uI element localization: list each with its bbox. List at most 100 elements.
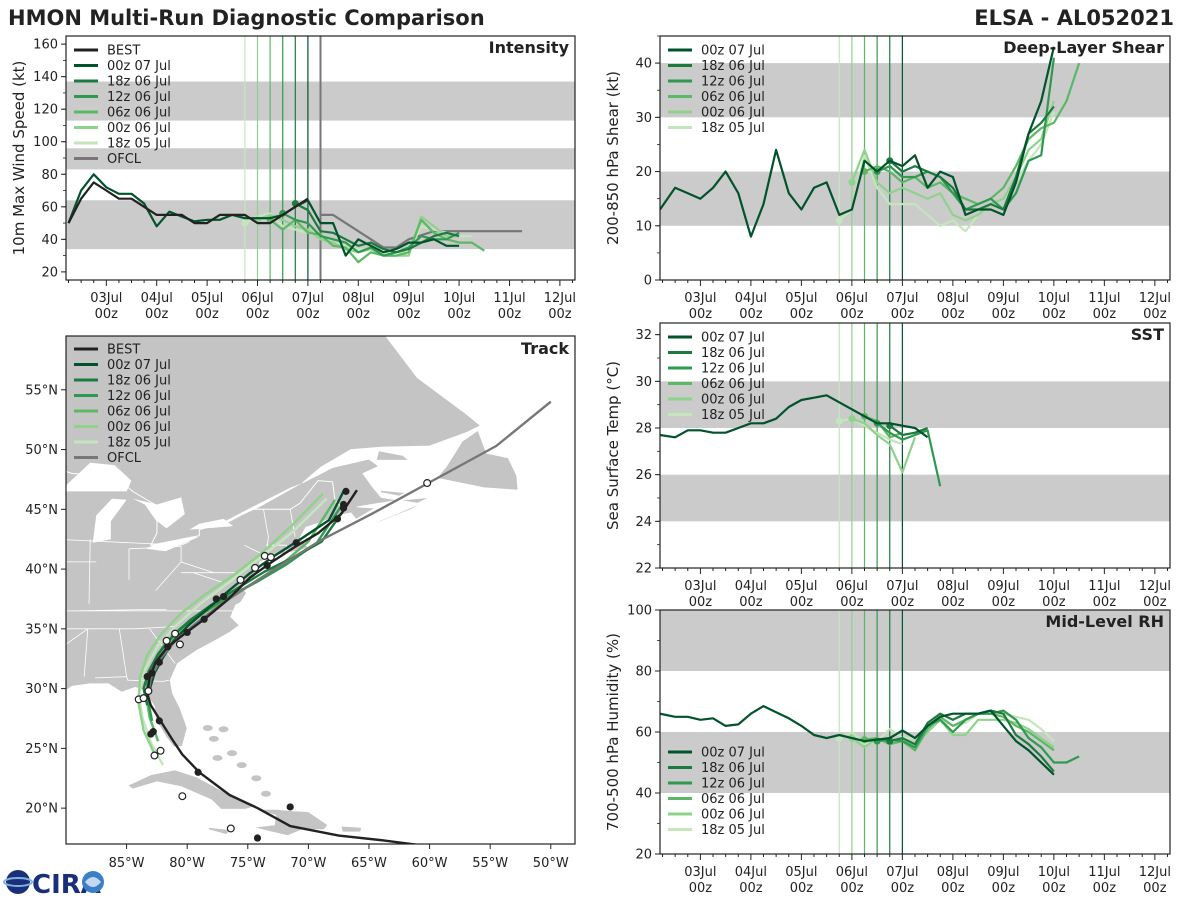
track-series-group: [134, 400, 552, 844]
sst-xtick-hour: 00z: [689, 595, 713, 610]
best-track-marker: [183, 628, 191, 637]
shear-series-06z-06-jul: [864, 62, 1081, 206]
shear-legend-label: 18z 05 Jul: [701, 121, 765, 136]
shear-xtick-hour: 00z: [689, 307, 713, 322]
intensity-ytick-label: 120: [33, 103, 58, 118]
rh-xtick-date: 04Jul: [735, 865, 767, 880]
track-legend-label: 18z 05 Jul: [107, 436, 171, 451]
rh-legend-label: 12z 06 Jul: [701, 777, 765, 792]
ofcl-track-marker: [139, 694, 148, 703]
cuba-land: [127, 769, 259, 810]
intensity-xtick-hour: 00z: [498, 307, 522, 322]
sst-init-dot-18z-05-jul: [835, 417, 843, 425]
state-border-2: [95, 676, 170, 682]
shear-xtick-hour: 00z: [941, 307, 965, 322]
intensity-series-18z-06-jul: [294, 202, 460, 254]
track-legend-label: OFCL: [107, 451, 142, 466]
rh-xtick-date: 08Jul: [937, 865, 969, 880]
track-xtick-label: 85°W: [109, 856, 145, 871]
shear-xtick-hour: 00z: [840, 307, 864, 322]
sst-panel: 03Jul00z04Jul00z05Jul00z06Jul00z07Jul00z…: [604, 322, 1171, 610]
rh-xtick-hour: 00z: [1093, 881, 1117, 896]
sst-xtick-date: 04Jul: [735, 579, 767, 594]
sst-legend-label: 00z 07 Jul: [701, 331, 765, 346]
intensity-legend-label: 00z 06 Jul: [107, 121, 171, 136]
sst-title: SST: [1131, 325, 1164, 344]
intensity-ytick-label: 20: [41, 265, 58, 280]
best-track-marker: [155, 658, 163, 666]
track-ytick-label: 25°N: [25, 742, 58, 757]
sst-xtick-date: 07Jul: [886, 579, 918, 594]
shear-xtick-date: 06Jul: [836, 291, 868, 306]
best-track-marker: [219, 592, 228, 601]
intensity-title: Intensity: [489, 38, 570, 57]
newfoundland-land: [436, 429, 519, 491]
rh-legend-label: 06z 06 Jul: [701, 792, 765, 807]
sst-series-12z-06-jul: [876, 422, 942, 487]
storm-id: ELSA - AL052021: [974, 6, 1174, 30]
rh-xtick-hour: 00z: [689, 881, 713, 896]
shear-xtick-date: 12Jul: [1139, 291, 1171, 306]
ofcl-track-marker: [150, 751, 159, 760]
shear-title: Deep-Layer Shear: [1003, 38, 1164, 57]
shear-xtick-date: 05Jul: [785, 291, 817, 306]
shear-panel: 03Jul00z04Jul00z05Jul00z06Jul00z07Jul00z…: [604, 35, 1171, 322]
track-legend-label: BEST: [107, 343, 140, 358]
intensity-xtick-date: 03Jul: [90, 291, 122, 306]
intensity-legend-label: 00z 07 Jul: [107, 59, 171, 74]
ofcl-track-marker: [144, 687, 153, 696]
logo-globe-icon: [6, 870, 30, 894]
shear-legend-label: 00z 07 Jul: [701, 44, 765, 59]
intensity-xtick-hour: 00z: [246, 307, 270, 322]
track-ytick-label: 45°N: [25, 503, 58, 518]
sst-background: [660, 323, 1170, 568]
sst-xtick-hour: 00z: [891, 595, 915, 610]
best-track-marker: [194, 768, 202, 776]
rh-xtick-hour: 00z: [1143, 881, 1167, 896]
best-track-marker: [253, 834, 262, 842]
track-ytick-label: 50°N: [25, 443, 58, 458]
intensity-panel: 03Jul00z04Jul00z05Jul00z06Jul00z07Jul00z…: [10, 35, 576, 322]
state-border-13: [155, 561, 182, 591]
state-border-18: [193, 572, 223, 583]
rh-xtick-hour: 00z: [790, 881, 814, 896]
intensity-legend-label: 18z 06 Jul: [107, 75, 171, 90]
rh-legend-label: 18z 06 Jul: [701, 761, 765, 776]
intensity-xtick-hour: 00z: [195, 307, 219, 322]
ofcl-track-marker: [156, 746, 165, 755]
shear-xtick-hour: 00z: [1042, 307, 1066, 322]
rh-ytick-label: 40: [635, 787, 652, 802]
shear-xtick-date: 08Jul: [937, 291, 969, 306]
track-ytick-label: 55°N: [25, 383, 58, 398]
sst-xtick-hour: 00z: [941, 595, 965, 610]
state-border-1: [66, 626, 176, 630]
bahamas-island-6: [251, 775, 262, 782]
track-legend-label: 18z 06 Jul: [107, 374, 171, 389]
sst-xtick-hour: 00z: [840, 595, 864, 610]
intensity-xtick-hour: 00z: [296, 307, 320, 322]
rh-band-1: [660, 610, 1170, 671]
figure-title: HMON Multi-Run Diagnostic Comparison: [8, 6, 485, 30]
shear-ytick-label: 30: [635, 111, 652, 126]
intensity-xtick-date: 06Jul: [241, 291, 273, 306]
cira-logo: CIRA: [3, 870, 104, 900]
shear-ylabel: 200-850 hPa Shear (kt): [604, 71, 622, 245]
track-xtick-label: 65°W: [351, 856, 387, 871]
track-xtick-label: 55°W: [472, 856, 508, 871]
best-track-marker: [148, 669, 156, 677]
shear-xtick-hour: 00z: [1093, 307, 1117, 322]
track-ytick-label: 20°N: [25, 802, 58, 817]
sst-series-00z-07-jul: [660, 394, 929, 439]
sst-xtick-hour: 00z: [992, 595, 1016, 610]
rh-xtick-date: 12Jul: [1139, 865, 1171, 880]
sst-ytick-label: 26: [635, 468, 652, 483]
shear-xtick-hour: 00z: [739, 307, 763, 322]
rh-xtick-date: 05Jul: [785, 865, 817, 880]
shear-ytick-label: 40: [635, 57, 652, 72]
intensity-legend-label: OFCL: [107, 152, 142, 167]
shear-series-00z-07-jul: [660, 46, 1055, 238]
rh-xtick-hour: 00z: [739, 881, 763, 896]
best-track-marker: [263, 561, 271, 570]
intensity-ytick-label: 160: [33, 38, 58, 53]
sst-xtick-hour: 00z: [1143, 595, 1167, 610]
